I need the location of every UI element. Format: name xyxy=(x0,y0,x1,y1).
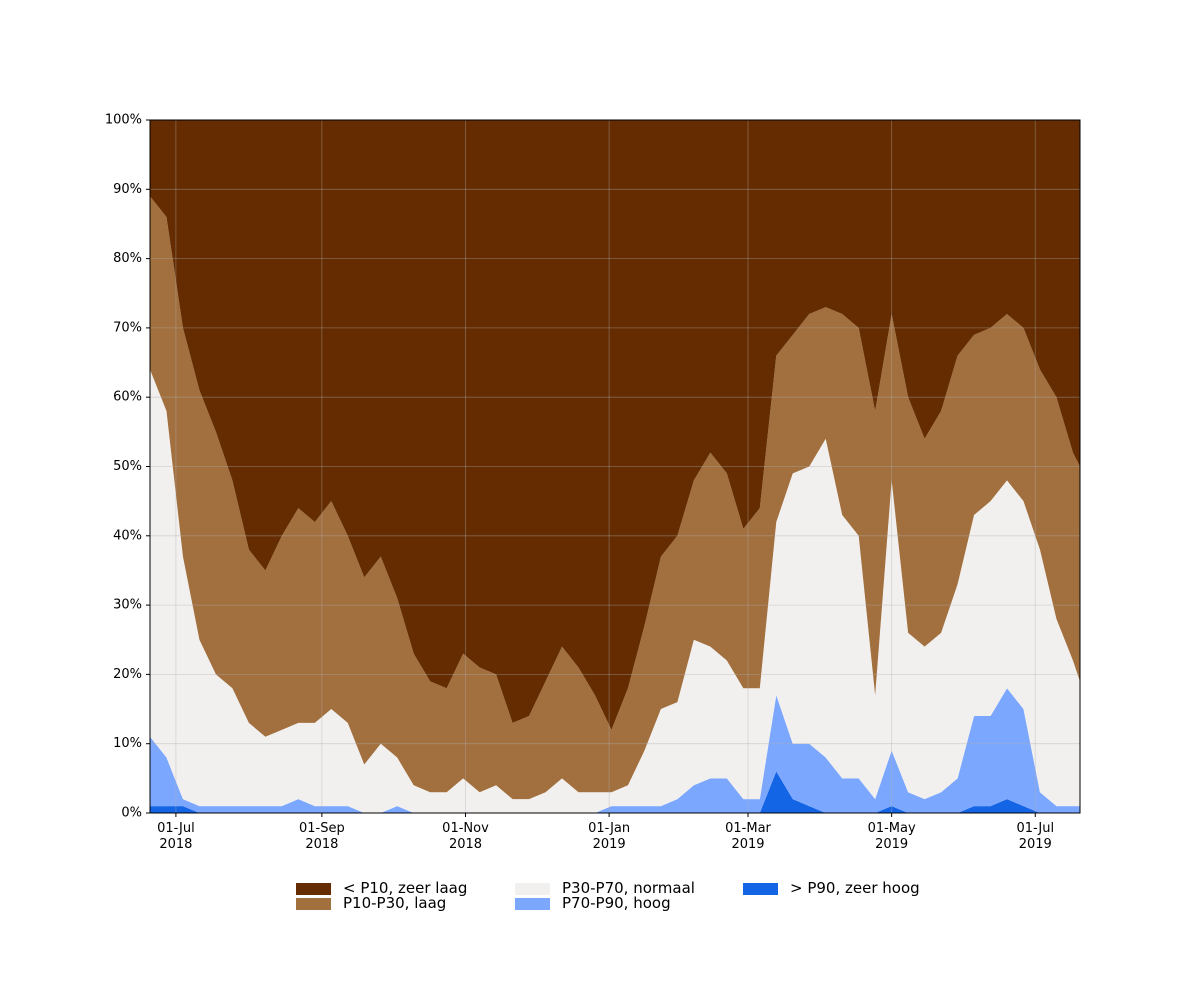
x-tick-label: 01-Nov 2018 xyxy=(442,821,489,852)
area xyxy=(150,196,1080,800)
y-tick-label: 30% xyxy=(113,598,142,613)
legend-label: > P90, zeer hoog xyxy=(790,879,920,897)
y-tick-label: 70% xyxy=(113,320,142,335)
legend-entry: P30-P70, normaal xyxy=(515,881,695,896)
x-tick-label: 01-Sep 2018 xyxy=(298,821,345,852)
legend-entry: < P10, zeer laag xyxy=(296,881,467,896)
legend-swatch xyxy=(743,882,778,895)
area xyxy=(150,688,1080,813)
plot-frame xyxy=(149,119,1081,814)
x-tick-label: 01-May 2019 xyxy=(867,821,916,852)
legend-label: P10-P30, laag xyxy=(343,894,447,912)
legend-entry: P70-P90, hoog xyxy=(515,896,671,911)
legend-swatch xyxy=(515,897,550,910)
x-tick-label: 01-Mar 2019 xyxy=(725,821,771,852)
y-tick-label: 100% xyxy=(105,113,142,128)
x-tick-label: 01-Jul 2019 xyxy=(1016,821,1055,852)
legend-entry: P10-P30, laag xyxy=(296,896,446,911)
area xyxy=(150,369,1080,813)
legend-label: P70-P90, hoog xyxy=(562,894,671,912)
area xyxy=(150,771,1080,813)
y-tick-label: 80% xyxy=(113,251,142,266)
y-tick-label: 50% xyxy=(113,459,142,474)
x-tick-label: 01-Jul 2018 xyxy=(157,821,195,852)
y-tick-label: 40% xyxy=(113,528,142,543)
legend-entry: > P90, zeer hoog xyxy=(743,881,920,896)
y-tick-label: 10% xyxy=(113,736,142,751)
legend-label: P30-P70, normaal xyxy=(562,879,695,897)
y-tick-label: 90% xyxy=(113,182,142,197)
legend-label: < P10, zeer laag xyxy=(343,879,468,897)
y-tick-label: 0% xyxy=(121,806,142,821)
x-tick-label: 01-Jan 2019 xyxy=(588,821,631,852)
y-tick-label: 60% xyxy=(113,390,142,405)
legend-swatch xyxy=(515,882,550,895)
legend-swatch xyxy=(296,897,331,910)
y-tick-label: 20% xyxy=(113,667,142,682)
area xyxy=(150,120,1080,730)
legend-swatch xyxy=(296,882,331,895)
